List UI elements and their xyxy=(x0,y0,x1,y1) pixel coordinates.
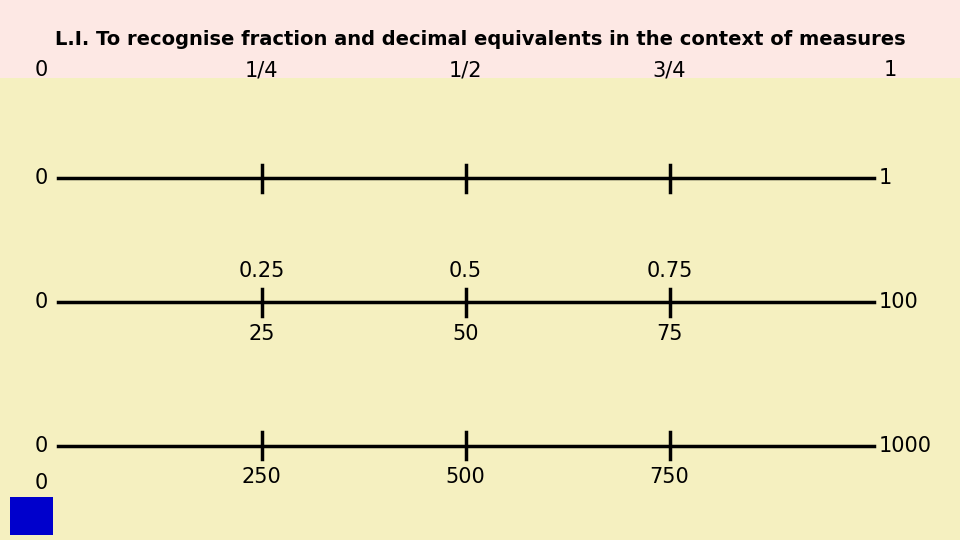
Text: 500: 500 xyxy=(445,467,486,487)
Text: 1000: 1000 xyxy=(878,435,931,456)
Text: 0: 0 xyxy=(35,60,48,80)
Text: 0.5: 0.5 xyxy=(449,261,482,281)
Text: 50: 50 xyxy=(452,324,479,344)
Text: 3/4: 3/4 xyxy=(653,60,686,80)
Text: 1/4: 1/4 xyxy=(245,60,278,80)
Text: 100: 100 xyxy=(878,292,918,313)
FancyBboxPatch shape xyxy=(0,0,960,78)
Text: 0: 0 xyxy=(35,473,48,494)
Text: 75: 75 xyxy=(657,324,683,344)
Text: 1: 1 xyxy=(883,60,897,80)
Text: 25: 25 xyxy=(249,324,275,344)
Text: 0: 0 xyxy=(35,168,48,188)
Text: 0: 0 xyxy=(35,435,48,456)
Text: 250: 250 xyxy=(242,467,281,487)
FancyBboxPatch shape xyxy=(10,497,53,535)
Text: L.I. To recognise fraction and decimal equivalents in the context of measures: L.I. To recognise fraction and decimal e… xyxy=(55,30,905,49)
Text: 1: 1 xyxy=(878,168,892,188)
Text: 0.75: 0.75 xyxy=(646,261,693,281)
Text: 0.25: 0.25 xyxy=(238,261,285,281)
Text: 0: 0 xyxy=(35,292,48,313)
Text: 750: 750 xyxy=(650,467,689,487)
Text: 1/2: 1/2 xyxy=(449,60,482,80)
